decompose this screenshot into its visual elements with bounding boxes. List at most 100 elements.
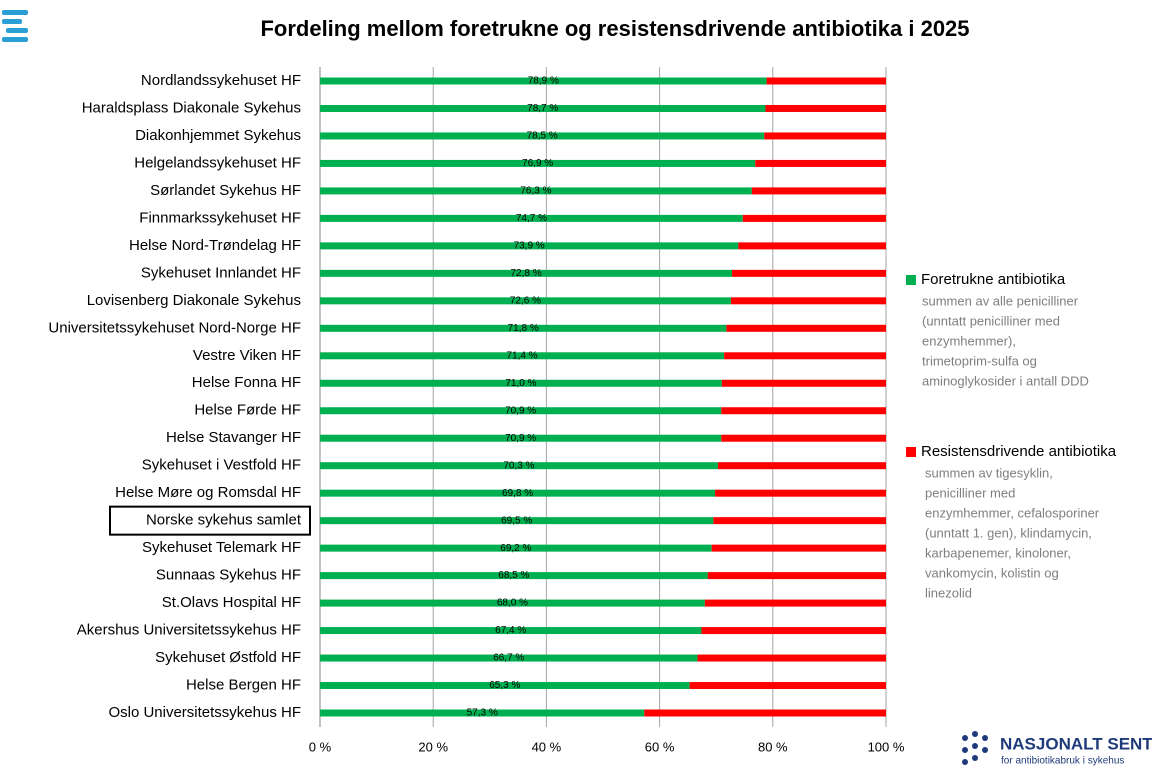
bar-segment — [766, 77, 886, 85]
y-tick-label: Helse Fonna HF — [192, 374, 301, 391]
bar-segment — [726, 324, 886, 332]
y-tick-label: Helse Bergen HF — [186, 676, 301, 693]
value-label: 71,4 % — [506, 350, 537, 361]
legend-description: (unntatt 1. gen), klindamycin, — [925, 525, 1092, 540]
bar-segment — [713, 517, 886, 525]
bar-segment — [715, 489, 886, 497]
legend-description: summen av tigesyklin, — [925, 465, 1053, 480]
legend-description: linezolid — [925, 585, 972, 600]
bar-segment — [320, 599, 705, 607]
x-tick-label: 60 % — [645, 739, 675, 754]
value-label: 70,9 % — [505, 405, 536, 416]
y-tick-label: Haraldsplass Diakonale Sykehus — [82, 99, 301, 116]
legend-description: enzymhemmer, cefalosporiner — [925, 505, 1100, 520]
bar-segment — [320, 517, 714, 525]
value-label: 69,8 % — [502, 488, 533, 499]
bar-segment — [738, 242, 886, 250]
bar-segment — [732, 269, 886, 277]
value-label: 70,3 % — [503, 460, 534, 471]
bar-segment — [320, 489, 716, 497]
bar-segment — [764, 132, 886, 140]
legend-description: aminoglykosider i antall DDD — [922, 373, 1089, 388]
value-label: 71,0 % — [505, 378, 536, 389]
y-tick-label: Sunnaas Sykehus HF — [156, 567, 301, 584]
value-label: 74,7 % — [516, 213, 547, 224]
y-tick-label: Vestre Viken HF — [193, 347, 301, 364]
x-tick-label: 100 % — [868, 739, 905, 754]
bar-segment — [717, 462, 886, 470]
legend-description: penicilliner med — [925, 485, 1015, 500]
y-tick-label: Nordlandssykehuset HF — [141, 72, 301, 89]
x-tick-label: 80 % — [758, 739, 788, 754]
bar-segment — [320, 434, 722, 442]
chart-title: Fordeling mellom foretrukne og resistens… — [260, 16, 969, 41]
bar-segment — [320, 709, 645, 717]
y-tick-label: Helse Stavanger HF — [166, 429, 301, 446]
bar-segment — [751, 187, 886, 195]
bar-segment — [320, 654, 698, 662]
y-tick-label: Finnmarkssykehuset HF — [139, 209, 301, 226]
legend-label: Resistensdrivende antibiotika — [921, 443, 1117, 460]
bar-segment — [704, 599, 886, 607]
bar-segment — [320, 132, 765, 140]
legend-description: trimetoprim-sulfa og — [922, 353, 1037, 368]
y-tick-label: Diakonhjemmet Sykehus — [135, 127, 301, 144]
value-label: 69,2 % — [500, 543, 531, 554]
legend-label: Foretrukne antibiotika — [921, 271, 1066, 288]
legend-swatch — [906, 447, 916, 457]
value-label: 65,3 % — [489, 680, 520, 691]
legend-description: enzymhemmer), — [922, 333, 1016, 348]
value-label: 70,9 % — [505, 433, 536, 444]
value-label: 68,5 % — [498, 570, 529, 581]
value-label: 76,3 % — [520, 186, 551, 197]
bar-segment — [730, 297, 886, 305]
bar-segment — [689, 682, 886, 690]
highlight-box — [109, 505, 311, 536]
bar-segment — [320, 572, 708, 580]
value-label: 78,5 % — [527, 131, 558, 142]
bar-segment — [320, 159, 756, 167]
value-label: 69,5 % — [501, 515, 532, 526]
bar-segment — [320, 627, 702, 635]
y-tick-label: Norske sykehus samlet — [146, 512, 302, 529]
y-tick-label: Lovisenberg Diakonale Sykehus — [87, 292, 301, 309]
legend-description: karbapenemer, kinoloner, — [925, 545, 1071, 560]
legend-description: (unntatt penicilliner med — [922, 313, 1060, 328]
value-label: 73,9 % — [514, 241, 545, 252]
bar-segment — [320, 187, 752, 195]
logo-name: NASJONALT SENTE — [1000, 734, 1152, 753]
legend-description: vankomycin, kolistin og — [925, 565, 1059, 580]
value-label: 57,3 % — [467, 708, 498, 719]
bar-segment — [320, 77, 767, 85]
value-label: 71,8 % — [508, 323, 539, 334]
y-tick-label: Helse Førde HF — [194, 402, 301, 419]
bar-segment — [742, 214, 886, 222]
value-label: 78,9 % — [528, 76, 559, 87]
legend-description: summen av alle penicilliner — [922, 293, 1079, 308]
value-label: 66,7 % — [493, 653, 524, 664]
bar-segment — [644, 709, 886, 717]
value-label: 72,8 % — [510, 268, 541, 279]
bar-segment — [320, 214, 743, 222]
x-tick-label: 20 % — [418, 739, 448, 754]
y-tick-label: Helgelandssykehuset HF — [134, 154, 301, 171]
top-logo — [2, 10, 28, 42]
bar-segment — [320, 324, 727, 332]
bar-segment — [724, 352, 886, 360]
bar-segment — [320, 352, 725, 360]
bar-segment — [701, 627, 886, 635]
y-tick-label: Sykehuset Innlandet HF — [141, 264, 301, 281]
y-tick-label: Helse Nord-Trøndelag HF — [129, 237, 301, 254]
y-tick-label: Sykehuset i Vestfold HF — [142, 457, 301, 474]
y-tick-label: Akershus Universitetssykehus HF — [77, 622, 301, 639]
bar-segment — [320, 242, 739, 250]
bar-segment — [721, 434, 886, 442]
bar-segment — [320, 407, 722, 415]
bar-segment — [755, 159, 886, 167]
bar-segment — [721, 379, 886, 387]
bar-segment — [320, 682, 690, 690]
value-label: 67,4 % — [495, 625, 526, 636]
y-tick-label: Helse Møre og Romsdal HF — [115, 484, 301, 501]
bar-segment — [320, 297, 731, 305]
